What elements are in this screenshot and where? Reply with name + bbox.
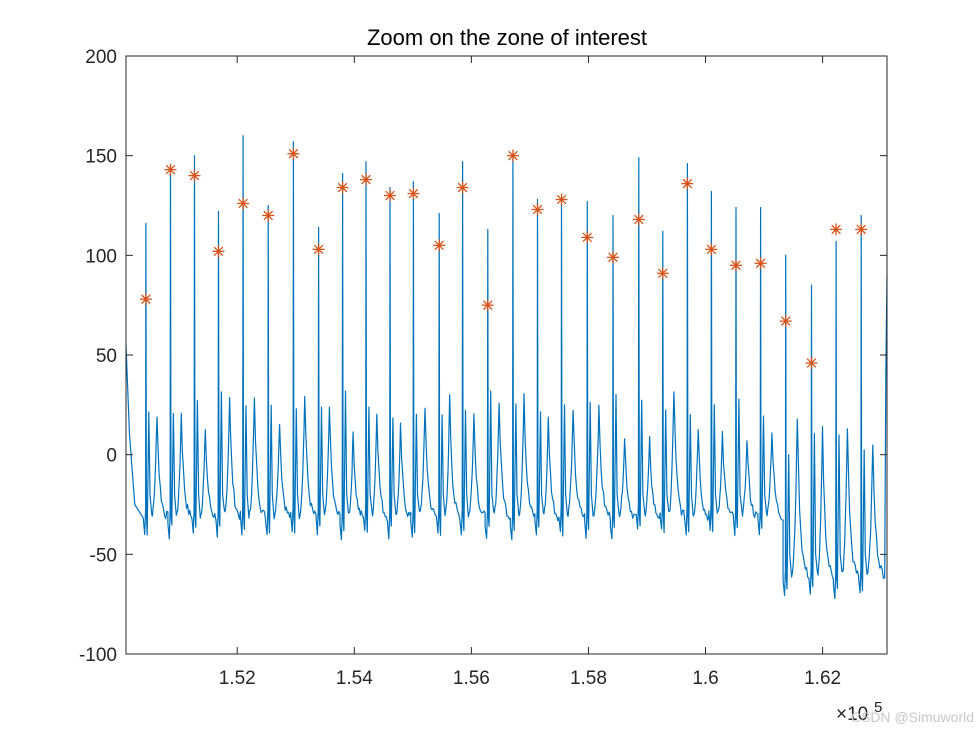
peak-marker bbox=[779, 315, 792, 328]
peak-marker bbox=[705, 243, 718, 256]
x-tick-label: 1.58 bbox=[570, 668, 607, 689]
peak-marker bbox=[164, 163, 177, 176]
peak-marker bbox=[312, 243, 325, 256]
peak-marker bbox=[360, 173, 373, 186]
peak-markers bbox=[139, 147, 868, 369]
x-multiplier-exponent: 5 bbox=[874, 699, 882, 716]
peak-marker bbox=[830, 223, 843, 236]
peak-marker bbox=[531, 203, 544, 216]
y-tick-label: 150 bbox=[85, 147, 117, 168]
peak-marker bbox=[433, 239, 446, 252]
peak-marker bbox=[336, 181, 349, 194]
peak-marker bbox=[656, 267, 669, 280]
y-tick-label: 50 bbox=[96, 346, 117, 367]
peak-marker bbox=[581, 231, 594, 244]
axes bbox=[125, 55, 888, 655]
watermark: CSDN @Simuworld bbox=[850, 709, 974, 725]
x-multiplier-base: ×10 bbox=[836, 704, 868, 725]
peak-marker bbox=[607, 251, 620, 264]
signal-layer bbox=[126, 135, 887, 600]
x-tick-label: 1.6 bbox=[692, 668, 718, 689]
peak-marker bbox=[237, 197, 250, 210]
y-tick-label: -50 bbox=[90, 545, 117, 566]
peak-marker bbox=[407, 187, 420, 200]
peak-marker bbox=[506, 149, 519, 162]
chart-title: Zoom on the zone of interest bbox=[367, 25, 647, 50]
y-tick-label: 200 bbox=[85, 47, 117, 68]
peak-marker bbox=[287, 147, 300, 160]
peak-marker bbox=[855, 223, 868, 236]
peak-marker bbox=[139, 293, 152, 306]
tick-labels: 1.52 1.54 1.56 1.58 1.6 1.62 -100 -50 0 50 100 150 2… bbox=[79, 47, 841, 689]
x-axis-multiplier: ×10 5 bbox=[836, 699, 882, 725]
x-tick-label: 1.52 bbox=[219, 668, 256, 689]
peak-marker bbox=[681, 177, 694, 190]
plot-area bbox=[126, 56, 887, 654]
peak-marker bbox=[729, 259, 742, 272]
peak-marker bbox=[481, 299, 494, 312]
signal-line bbox=[126, 135, 887, 600]
axes-background bbox=[126, 56, 887, 654]
x-tick-label: 1.56 bbox=[453, 668, 490, 689]
y-tick-label: 0 bbox=[106, 446, 117, 467]
peak-marker bbox=[754, 257, 767, 270]
x-tick-label: 1.62 bbox=[804, 668, 841, 689]
peak-marker bbox=[262, 209, 275, 222]
peak-marker bbox=[212, 245, 225, 258]
peak-marker bbox=[384, 189, 397, 202]
peak-marker bbox=[188, 169, 201, 182]
y-tick-label: 100 bbox=[85, 246, 117, 267]
peak-marker bbox=[632, 213, 645, 226]
peak-marker bbox=[805, 356, 818, 369]
y-tick-label: -100 bbox=[79, 645, 117, 666]
peak-marker bbox=[456, 181, 469, 194]
x-tick-label: 1.54 bbox=[336, 668, 373, 689]
peak-marker bbox=[555, 193, 568, 206]
